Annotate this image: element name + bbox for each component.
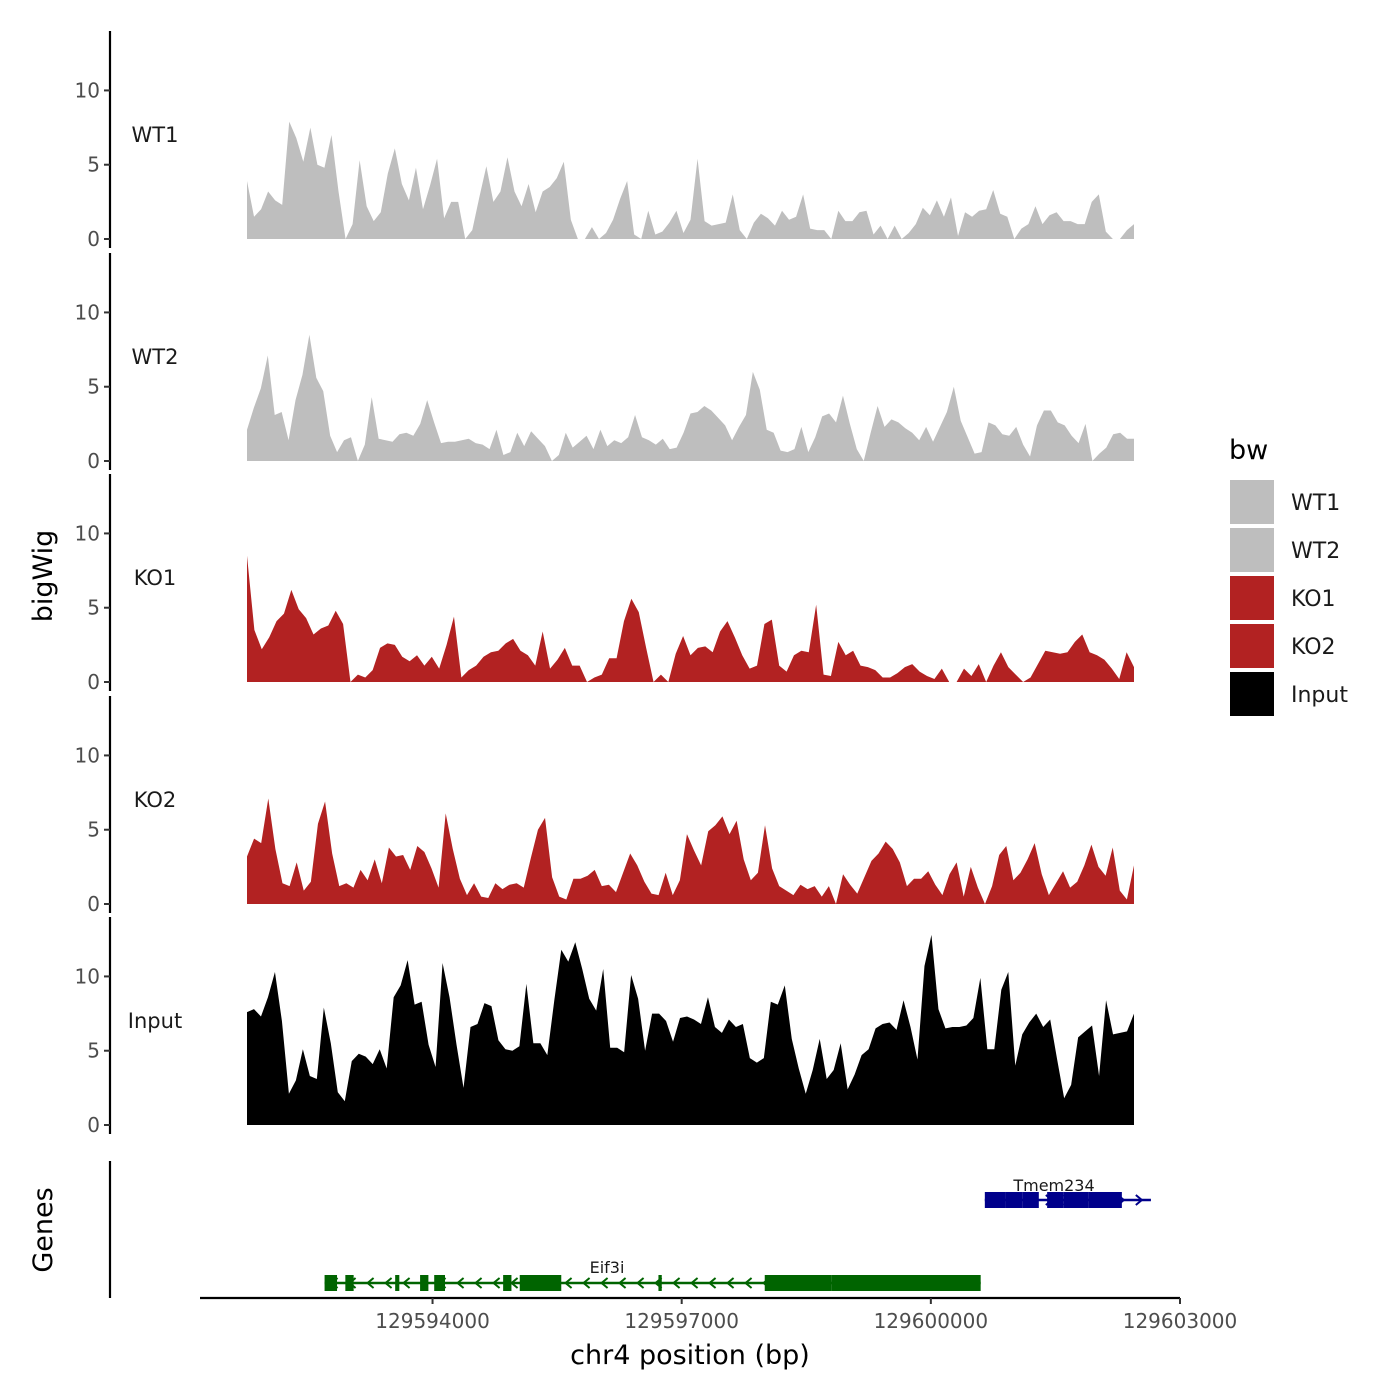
gene-exon xyxy=(434,1275,445,1291)
y-tick-label: 0 xyxy=(87,449,100,473)
strand-arrow xyxy=(510,1277,519,1289)
strand-arrow xyxy=(384,1277,393,1289)
y-tick-label: 5 xyxy=(87,375,100,399)
strand-arrow xyxy=(456,1277,465,1289)
y-tick-label: 10 xyxy=(75,78,100,102)
track-label-wt1: WT1 xyxy=(132,123,179,147)
gene-exon xyxy=(1005,1192,1023,1208)
coverage-area-wt2 xyxy=(247,334,1134,461)
genes-panel-title: Genes xyxy=(28,1187,59,1272)
strand-arrow xyxy=(708,1277,717,1289)
y-tick-label: 0 xyxy=(87,227,100,251)
y-tick-label: 0 xyxy=(87,670,100,694)
y-tick-label: 10 xyxy=(75,964,100,988)
legend: WT1 WT2 KO1 KO2 Input xyxy=(1230,480,1348,716)
y-tick-label: 0 xyxy=(87,892,100,916)
strand-arrow xyxy=(582,1277,591,1289)
gene-exon xyxy=(658,1275,662,1291)
gene-exon xyxy=(831,1275,981,1291)
legend-label-wt1: WT1 xyxy=(1291,491,1340,516)
gene-exon xyxy=(503,1275,512,1291)
tracks-layer: 0 5 10 WT1 0 5 10 WT2 0 5 10 KO1 0 5 10 KO2 0 5 10 Input xyxy=(75,31,1134,1137)
strand-arrow xyxy=(726,1277,735,1289)
legend-label-ko2: KO2 xyxy=(1291,635,1336,660)
track-label-input: Input xyxy=(128,1009,182,1033)
gene-tmem234: Tmem234 xyxy=(984,1176,1151,1208)
coverage-area-ko1 xyxy=(247,555,1134,682)
x-axis-title: chr4 position (bp) xyxy=(570,1340,810,1371)
gene-exon xyxy=(519,1275,562,1291)
y-tick-label: 10 xyxy=(75,743,100,767)
track-wt1: 0 5 10 WT1 xyxy=(75,31,1134,251)
track-label-ko1: KO1 xyxy=(134,566,177,590)
gene-name-label: Eif3i xyxy=(590,1258,625,1277)
legend-key-ko1 xyxy=(1230,576,1274,620)
strand-arrow xyxy=(744,1277,753,1289)
gene-exon xyxy=(1022,1192,1039,1208)
coverage-area-ko2 xyxy=(247,798,1134,904)
gene-exon xyxy=(395,1275,400,1291)
y-tick-label: 10 xyxy=(75,300,100,324)
legend-label-wt2: WT2 xyxy=(1291,539,1340,564)
x-tick-label: 129603000 xyxy=(1123,1309,1238,1333)
y-axis-title: bigWig xyxy=(28,530,59,623)
legend-key-wt1 xyxy=(1230,480,1274,524)
y-tick-label: 5 xyxy=(87,596,100,620)
strand-arrow xyxy=(492,1277,501,1289)
strand-arrow xyxy=(618,1277,627,1289)
x-tick-label: 129600000 xyxy=(874,1309,989,1333)
track-ko1: 0 5 10 KO1 xyxy=(75,474,1134,694)
track-input: 0 5 10 Input xyxy=(75,917,1134,1137)
track-label-ko2: KO2 xyxy=(134,788,177,812)
gene-exon xyxy=(324,1275,338,1291)
legend-label-ko1: KO1 xyxy=(1291,587,1336,612)
x-axis: 129594000 129597000 129600000 129603000 xyxy=(200,1296,1238,1333)
gene-exon xyxy=(345,1275,354,1291)
track-ko2: 0 5 10 KO2 xyxy=(75,696,1134,916)
y-tick-label: 0 xyxy=(87,1113,100,1137)
legend-key-ko2 xyxy=(1230,624,1274,668)
track-wt2: 0 5 10 WT2 xyxy=(75,253,1134,473)
x-tick-label: 129594000 xyxy=(375,1309,490,1333)
y-tick-label: 5 xyxy=(87,1039,100,1063)
x-tick-label: 129597000 xyxy=(624,1309,739,1333)
y-tick-label: 10 xyxy=(75,521,100,545)
gene-exon xyxy=(420,1275,429,1291)
y-tick-label: 5 xyxy=(87,818,100,842)
coverage-area-input xyxy=(247,934,1134,1125)
gene-eif3i: Eif3i xyxy=(324,1258,981,1291)
strand-arrow xyxy=(600,1277,609,1289)
strand-arrow xyxy=(672,1277,681,1289)
legend-title: bw xyxy=(1229,435,1268,466)
gene-exon xyxy=(764,1275,832,1291)
gene-exon xyxy=(1047,1192,1064,1208)
genes-layer: Tmem234 Eif3i xyxy=(108,1161,1151,1298)
strand-arrow xyxy=(1135,1194,1144,1206)
strand-arrow xyxy=(564,1277,573,1289)
legend-label-input: Input xyxy=(1291,683,1348,708)
strand-arrow xyxy=(636,1277,645,1289)
strand-arrow xyxy=(690,1277,699,1289)
legend-key-input xyxy=(1230,672,1274,716)
strand-arrow xyxy=(366,1277,375,1289)
gene-exon xyxy=(1063,1192,1089,1208)
gene-exon xyxy=(984,1192,1006,1208)
y-tick-label: 5 xyxy=(87,153,100,177)
legend-key-wt2 xyxy=(1230,528,1274,572)
gene-name-label: Tmem234 xyxy=(1012,1176,1094,1195)
strand-arrow xyxy=(402,1277,411,1289)
coverage-area-wt1 xyxy=(247,121,1134,239)
track-label-wt2: WT2 xyxy=(132,345,179,369)
strand-arrow xyxy=(474,1277,483,1289)
gene-exon xyxy=(1088,1192,1122,1208)
